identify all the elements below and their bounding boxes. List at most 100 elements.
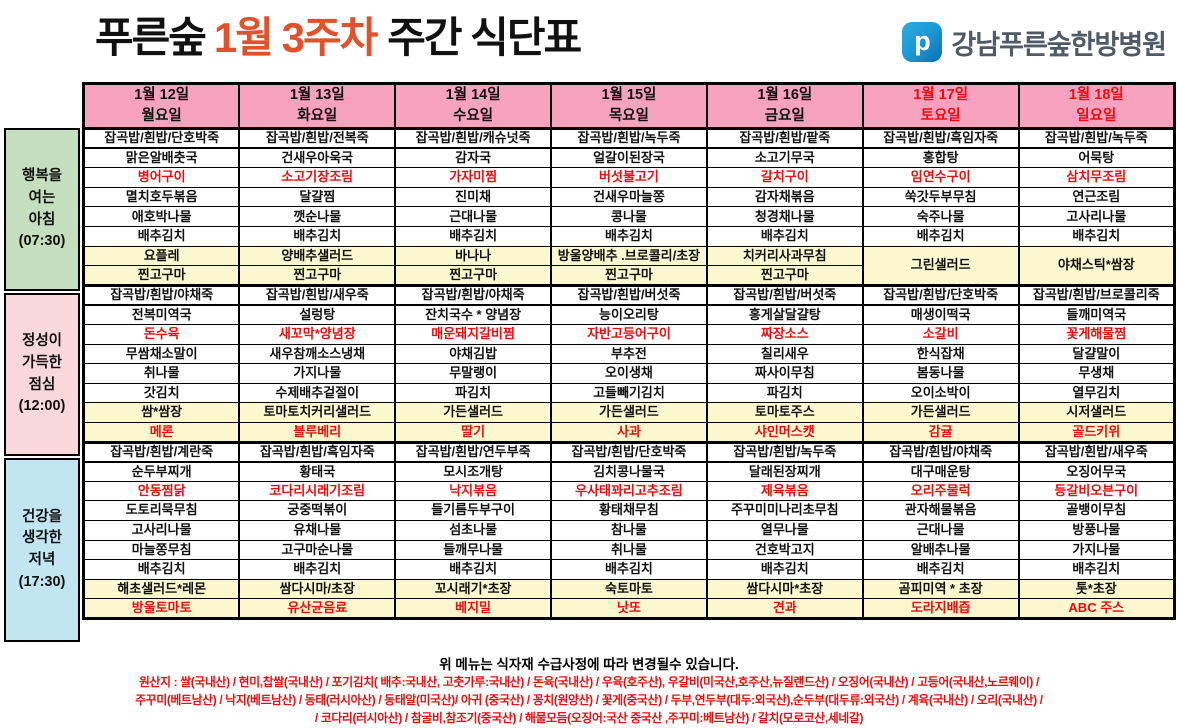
menu-special: 찐고구마 — [705, 265, 864, 286]
meal-label-2: 건강을 생각한 저녁 (17:30) — [4, 458, 80, 642]
menu-item: 주꾸미미나리초무침 — [705, 500, 864, 521]
menu-special: 딸기 — [394, 421, 553, 443]
menu-item: 배추김치 — [394, 226, 553, 247]
menu-item: 멸치호두볶음 — [82, 186, 241, 208]
menu-item: 고사리나물 — [82, 519, 241, 541]
rice-cell: 잡곡밥/흰밥/녹두죽 — [550, 127, 708, 150]
menu-item: 우사태꽈리고추조림 — [550, 480, 708, 502]
menu-item: 배추김치 — [394, 559, 553, 580]
rice-cell: 잡곡밥/흰밥/새우죽 — [238, 283, 397, 306]
menu-item: 배추김치 — [82, 559, 241, 580]
menu-special: 베지밀 — [394, 598, 553, 619]
menu-item: 배추김치 — [550, 226, 708, 247]
menu-item: 도토리묵무침 — [82, 500, 241, 521]
menu-special: 사과 — [550, 421, 708, 443]
title-suffix: 주간 식단표 — [387, 14, 582, 61]
menu-item: 모시조개탕 — [394, 461, 553, 482]
menu-item: 갓김치 — [82, 382, 241, 404]
menu-item: 오리주물럭 — [861, 480, 1020, 502]
menu-item: 자반고등어구이 — [550, 323, 708, 345]
menu-item: 무쌈채소말이 — [82, 343, 241, 365]
menu-item: 소갈비 — [861, 323, 1020, 345]
menu-item: 진미채 — [394, 186, 553, 208]
title-prefix: 푸른숲 — [95, 14, 207, 61]
menu-item: 깻순나물 — [238, 206, 397, 227]
menu-item: 고들빼기김치 — [550, 382, 708, 404]
menu-item: 배추김치 — [1017, 559, 1176, 580]
menu-special: 쌈다시마*초장 — [705, 578, 864, 600]
menu-item: 취나물 — [82, 363, 241, 384]
menu-item: 버섯불고기 — [550, 167, 708, 188]
menu-item: 야채김밥 — [394, 343, 553, 365]
menu-item: 배추김치 — [82, 226, 241, 247]
origin-line: 원산지 : 쌀(국내산) / 현미,찹쌀(국내산) / 포기김치( 배추:국내산… — [139, 675, 1039, 689]
meal-label-1: 정성이 가득한 점심 (12:00) — [4, 293, 80, 456]
menu-item: 애호박나물 — [82, 206, 241, 227]
menu-special: 샤인머스캣 — [705, 421, 864, 443]
menu-item: 참나물 — [550, 519, 708, 541]
menu-special: 토마토치커리샐러드 — [238, 402, 397, 423]
menu-item: 새우참깨소스냉채 — [238, 343, 397, 365]
menu-item: 안동찜닭 — [82, 480, 241, 502]
menu-item: 들깨미역국 — [1017, 304, 1176, 325]
menu-special: 견과 — [705, 598, 864, 619]
menu-item: 건호박고지 — [705, 539, 864, 561]
menu-item: 오징어무국 — [1017, 461, 1176, 482]
hospital-name: 강남푸른숲한방병원 — [951, 29, 1167, 60]
menu-item: 임연수구이 — [861, 167, 1020, 188]
menu-item: 감자채볶음 — [705, 186, 864, 208]
rice-cell: 잡곡밥/흰밥/녹두죽 — [705, 440, 864, 463]
menu-special: 가든샐러드 — [550, 402, 708, 423]
menu-item: 건새우아욱국 — [238, 147, 397, 169]
menu-item: 고구마순나물 — [238, 539, 397, 561]
menu-item: 배추김치 — [705, 226, 864, 247]
menu-item: 배추김치 — [238, 559, 397, 580]
menu-item: 무생채 — [1017, 363, 1176, 384]
menu-table: 1월 12일 월요일 1월 13일 화요일 1월 14일 수요일 1월 15일 목요일 1월 1… — [82, 82, 1176, 620]
menu-special: 감귤 — [861, 421, 1020, 443]
menu-item: 한식잡채 — [861, 343, 1020, 365]
menu-item: 얼갈이된장국 — [550, 147, 708, 169]
menu-item: 대구매운탕 — [861, 461, 1020, 482]
menu-special: 그린샐러드 — [861, 245, 1020, 286]
menu-special: 토마토주스 — [705, 402, 864, 423]
menu-item: 오이생채 — [550, 363, 708, 384]
menu-item: 섬초나물 — [394, 519, 553, 541]
menu-item: 매운돼지갈비찜 — [394, 323, 553, 345]
menu-item: 배추김치 — [861, 226, 1020, 247]
menu-item: 짜사이무침 — [705, 363, 864, 384]
day-header: 1월 13일 화요일 — [238, 82, 397, 130]
menu-special: 바나나 — [394, 245, 553, 267]
menu-special: 유산균음료 — [238, 598, 397, 619]
menu-special: 방울토마토 — [82, 598, 241, 619]
day-header: 1월 15일 목요일 — [550, 82, 708, 130]
menu-item: 열무김치 — [1017, 382, 1176, 404]
menu-special: 꼬시래기*초장 — [394, 578, 553, 600]
meal-section-labels: 행복을 여는 아침 (07:30) 정성이 가득한 점심 (12:00) 건강을 생각한 저녁 (17… — [4, 82, 80, 644]
menu-special: 치커리사과무침 — [705, 245, 864, 267]
menu-item: 잔치국수 * 양념장 — [394, 304, 553, 325]
menu-item: 달걀찜 — [238, 186, 397, 208]
menu-item: 새꼬막*양념장 — [238, 323, 397, 345]
menu-special: 숙토마토 — [550, 578, 708, 600]
menu-item: 알배추나물 — [861, 539, 1020, 561]
menu-item: 홍합탕 — [861, 147, 1020, 169]
rice-cell: 잡곡밥/흰밥/버섯죽 — [550, 283, 708, 306]
menu-item: 배추김치 — [861, 559, 1020, 580]
menu-item: 등갈비오븐구이 — [1017, 480, 1176, 502]
menu-item: 황태채무침 — [550, 500, 708, 521]
menu-item: 삼치무조림 — [1017, 167, 1176, 188]
menu-special: 방울양배추 .브로콜리/초장 — [550, 245, 708, 267]
menu-item: 들기름두부구이 — [394, 500, 553, 521]
hospital-logo-icon: p — [902, 22, 943, 62]
menu-item: 돈수육 — [82, 323, 241, 345]
menu-item: 짜장소스 — [705, 323, 864, 345]
rice-cell: 잡곡밥/흰밥/단호박죽 — [550, 440, 708, 463]
menu-layout: 행복을 여는 아침 (07:30) 정성이 가득한 점심 (12:00) 건강을 생각한 저녁 (17… — [4, 82, 1176, 644]
menu-item: 가지나물 — [1017, 539, 1176, 561]
menu-item: 근대나물 — [394, 206, 553, 227]
rice-cell: 잡곡밥/흰밥/흑임자죽 — [861, 127, 1020, 150]
rice-cell: 잡곡밥/흰밥/녹두죽 — [1017, 127, 1176, 150]
menu-item: 홍게살달걀탕 — [705, 304, 864, 325]
menu-item: 골뱅이무침 — [1017, 500, 1176, 521]
